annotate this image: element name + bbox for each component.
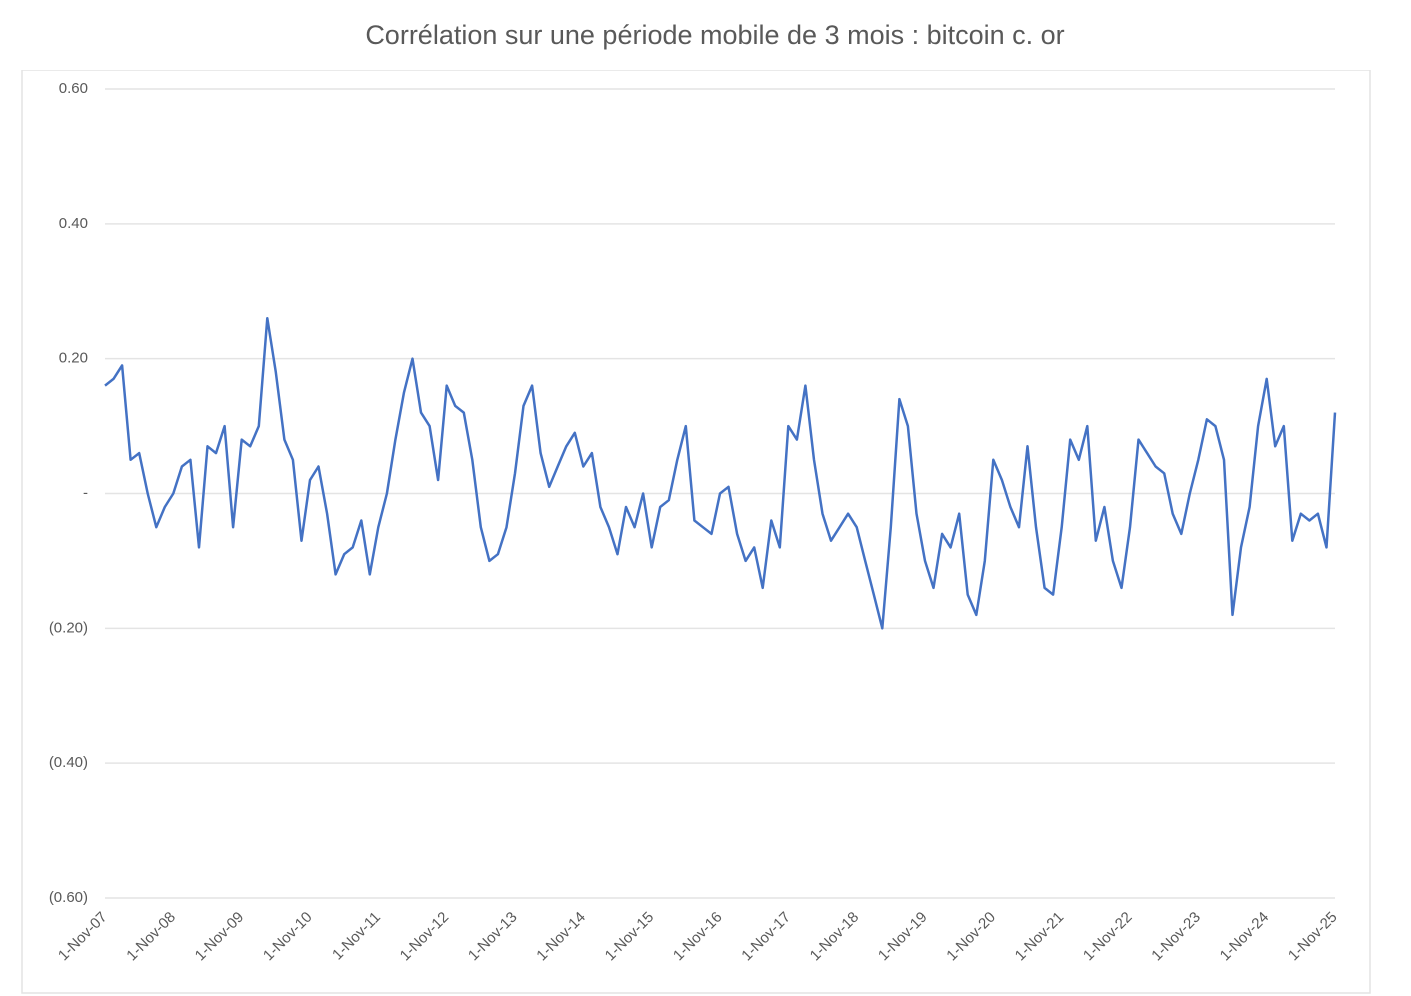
x-tick-label: 1-Nov-15 [602,909,658,965]
x-tick-label: 1-Nov-08 [123,909,179,965]
y-tick-label: (0.20) [49,619,88,636]
x-tick-label: 1-Nov-17 [738,909,794,965]
y-tick-label: 0.60 [59,80,88,97]
x-tick-label: 1-Nov-24 [1217,909,1273,965]
x-tick-label: 1-Nov-22 [1080,909,1136,965]
x-tick-label: 1-Nov-21 [1012,909,1068,965]
chart-title: Corrélation sur une période mobile de 3 … [365,20,1064,50]
y-tick-label: (0.60) [49,889,88,906]
x-tick-label: 1-Nov-19 [875,909,931,965]
y-tick-label: (0.40) [49,754,88,771]
x-tick-label: 1-Nov-18 [807,909,863,965]
x-tick-label: 1-Nov-14 [533,909,589,965]
x-tick-label: 1-Nov-07 [55,909,111,965]
y-tick-label: 0.20 [59,350,88,367]
x-tick-label: 1-Nov-09 [192,909,248,965]
x-tick-label: 1-Nov-20 [943,909,999,965]
title-band [0,0,1411,70]
x-tick-label: 1-Nov-23 [1148,909,1204,965]
x-tick-label: 1-Nov-25 [1285,909,1341,965]
x-tick-label: 1-Nov-13 [465,909,521,965]
data-line [104,316,1337,630]
x-tick-label: 1-Nov-12 [397,909,453,965]
y-tick-label: - [83,484,88,501]
y-tick-label: 0.40 [59,215,88,232]
x-tick-label: 1-Nov-10 [260,909,316,965]
x-tick-label: 1-Nov-11 [329,909,384,964]
plot-frame [21,69,1371,994]
x-tick-label: 1-Nov-16 [670,909,726,965]
